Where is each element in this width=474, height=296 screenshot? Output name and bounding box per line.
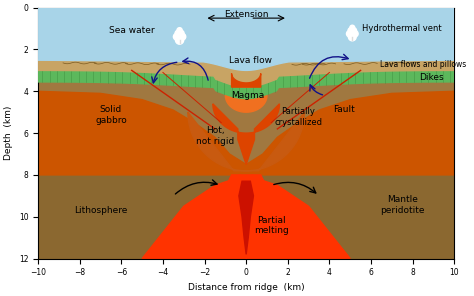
Circle shape xyxy=(177,28,182,33)
Text: Dikes: Dikes xyxy=(419,73,444,82)
Polygon shape xyxy=(38,8,454,70)
Circle shape xyxy=(348,28,354,33)
Polygon shape xyxy=(142,175,350,258)
Polygon shape xyxy=(225,96,267,112)
Text: Sea water: Sea water xyxy=(109,26,155,35)
Circle shape xyxy=(346,30,353,37)
Polygon shape xyxy=(38,60,454,87)
X-axis label: Distance from ridge  (km): Distance from ridge (km) xyxy=(188,283,304,292)
Circle shape xyxy=(179,33,186,40)
Circle shape xyxy=(173,33,180,40)
Text: Fault: Fault xyxy=(334,105,356,114)
Circle shape xyxy=(350,25,355,30)
Text: Solid
gabbro: Solid gabbro xyxy=(95,105,127,125)
Polygon shape xyxy=(188,112,304,171)
Polygon shape xyxy=(38,175,454,258)
Polygon shape xyxy=(38,91,454,175)
Circle shape xyxy=(178,30,184,36)
Text: Lithosphere: Lithosphere xyxy=(74,205,127,215)
Circle shape xyxy=(352,30,358,37)
Polygon shape xyxy=(221,175,271,258)
Text: Magma: Magma xyxy=(232,91,265,99)
Polygon shape xyxy=(232,73,261,87)
Circle shape xyxy=(175,30,181,36)
Text: Partial
melting: Partial melting xyxy=(254,216,289,235)
Polygon shape xyxy=(213,104,280,165)
Y-axis label: Depth  (km): Depth (km) xyxy=(4,106,13,160)
Circle shape xyxy=(348,33,356,41)
Polygon shape xyxy=(38,70,454,99)
Polygon shape xyxy=(239,181,254,254)
Text: Hot,
not rigid: Hot, not rigid xyxy=(196,126,234,146)
Text: Lava flow: Lava flow xyxy=(229,56,272,65)
Text: Partially
crystallized: Partially crystallized xyxy=(274,107,322,127)
Circle shape xyxy=(175,36,184,44)
Text: Hydrothermal vent: Hydrothermal vent xyxy=(363,24,442,33)
Text: Mantle
peridotite: Mantle peridotite xyxy=(380,195,425,215)
Text: Extension: Extension xyxy=(224,10,268,19)
Circle shape xyxy=(351,28,356,33)
Polygon shape xyxy=(38,60,454,258)
Text: Lava flows and pillows: Lava flows and pillows xyxy=(380,60,466,69)
